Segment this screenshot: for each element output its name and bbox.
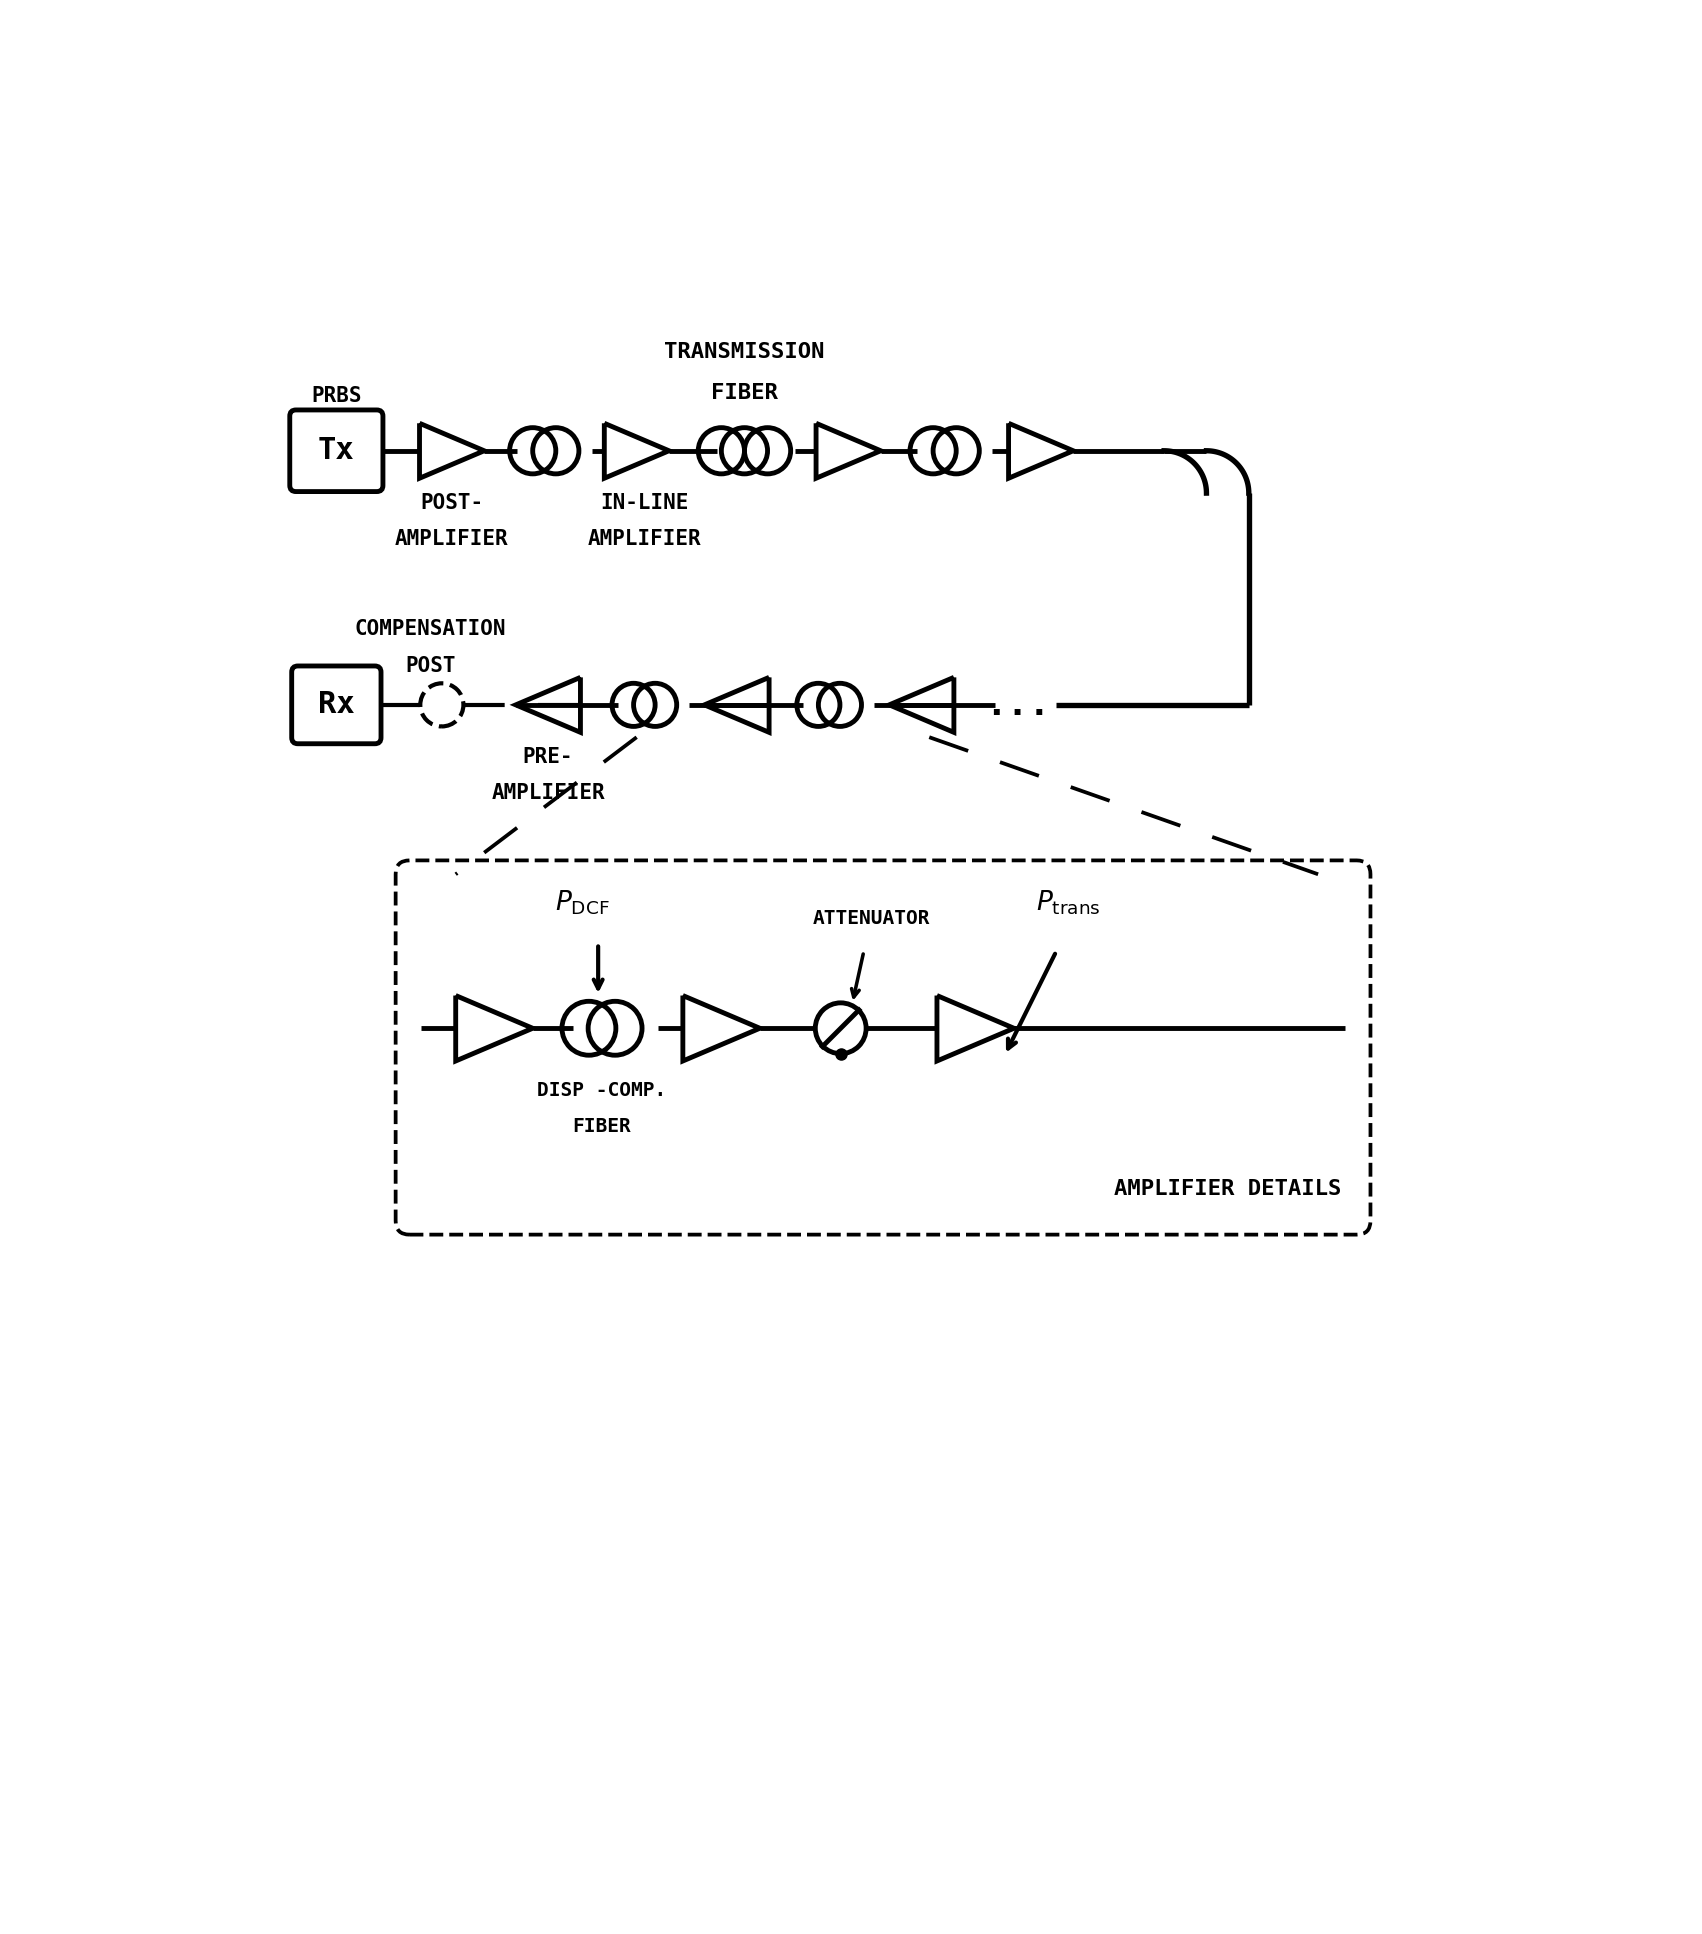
Text: Tx: Tx xyxy=(318,437,354,466)
Text: TRANSMISSION: TRANSMISSION xyxy=(664,342,825,362)
FancyBboxPatch shape xyxy=(291,665,381,745)
Text: AMPLIFIER: AMPLIFIER xyxy=(492,783,604,803)
Text: COMPENSATION: COMPENSATION xyxy=(354,619,505,640)
Text: FIBER: FIBER xyxy=(711,383,778,402)
Text: $P_{\mathsf{trans}}$: $P_{\mathsf{trans}}$ xyxy=(1035,888,1099,917)
Text: $P_{\mathsf{DCF}}$: $P_{\mathsf{DCF}}$ xyxy=(555,888,609,917)
Text: PRE-: PRE- xyxy=(523,747,574,768)
Text: Rx: Rx xyxy=(318,690,354,719)
Text: DISP -COMP.: DISP -COMP. xyxy=(538,1081,667,1100)
Text: AMPLIFIER: AMPLIFIER xyxy=(587,530,701,549)
Text: FIBER: FIBER xyxy=(572,1116,631,1135)
Text: POST-: POST- xyxy=(420,493,483,513)
Text: IN-LINE: IN-LINE xyxy=(601,493,689,513)
Text: ATTENUATOR: ATTENUATOR xyxy=(814,909,931,928)
Text: POST: POST xyxy=(405,656,456,675)
FancyBboxPatch shape xyxy=(289,410,383,491)
Text: AMPLIFIER: AMPLIFIER xyxy=(395,530,509,549)
Text: ...: ... xyxy=(985,689,1050,721)
Text: PRBS: PRBS xyxy=(311,387,361,406)
Text: AMPLIFIER DETAILS: AMPLIFIER DETAILS xyxy=(1113,1180,1341,1199)
